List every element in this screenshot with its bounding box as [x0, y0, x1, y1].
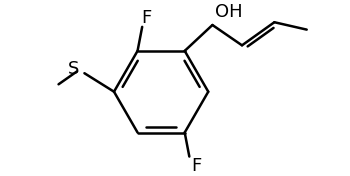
Text: F: F — [191, 157, 202, 175]
Text: S: S — [68, 60, 79, 78]
Text: F: F — [141, 9, 151, 27]
Text: OH: OH — [215, 3, 243, 21]
